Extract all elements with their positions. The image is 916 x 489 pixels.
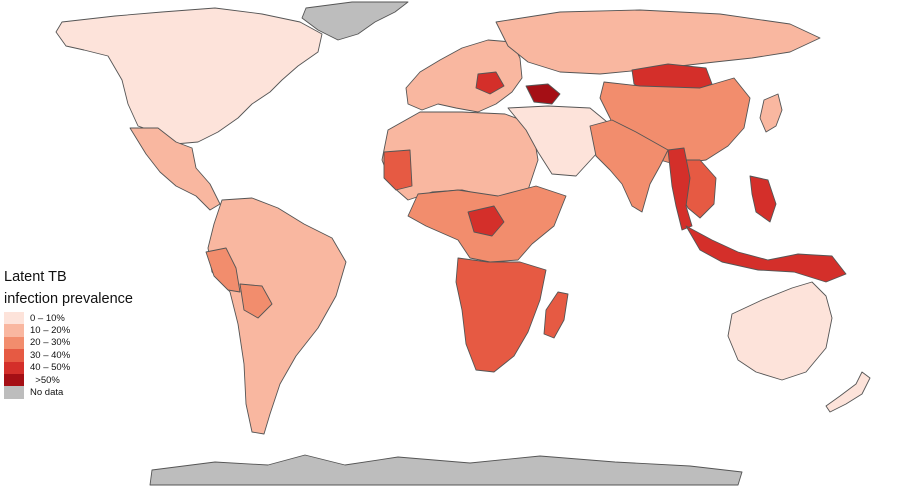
region-peru bbox=[205, 247, 241, 293]
region-mauritania bbox=[383, 149, 413, 191]
legend-item: 10 – 20% bbox=[4, 324, 133, 337]
legend-item: 30 – 40% bbox=[4, 349, 133, 362]
region-south-asia bbox=[589, 119, 669, 213]
legend-swatch bbox=[4, 324, 24, 337]
region-russia bbox=[495, 9, 821, 75]
region-mexico-and-central-america bbox=[129, 127, 221, 211]
legend-title-line-2: infection prevalence bbox=[4, 291, 133, 307]
legend-label: 40 – 50% bbox=[30, 362, 71, 374]
region-south-america bbox=[207, 197, 347, 435]
region-australia bbox=[727, 281, 833, 381]
legend-label: 0 – 10% bbox=[30, 312, 65, 324]
region-north-america bbox=[55, 7, 323, 145]
region-new-zealand bbox=[825, 371, 871, 413]
region-georgia bbox=[525, 83, 561, 105]
legend-label: No data bbox=[30, 387, 64, 399]
legend-label: 20 – 30% bbox=[30, 337, 71, 349]
legend-swatch bbox=[4, 361, 24, 374]
legend-items: 0 – 10% 10 – 20% 20 – 30% 30 – 40% 40 – … bbox=[4, 312, 133, 399]
legend-label: 30 – 40% bbox=[30, 349, 71, 361]
region-indonesia bbox=[685, 225, 847, 283]
region-philippines bbox=[749, 175, 777, 223]
legend-item: 20 – 30% bbox=[4, 336, 133, 350]
legend-swatch bbox=[4, 336, 24, 350]
legend-swatch bbox=[4, 312, 24, 325]
legend: Latent TB infection prevalence 0 – 10% 1… bbox=[4, 266, 133, 399]
region-bolivia bbox=[239, 283, 273, 319]
legend-swatch bbox=[4, 386, 24, 399]
region-romania bbox=[475, 71, 505, 95]
legend-item: No data bbox=[4, 386, 133, 399]
legend-item: 40 – 50% bbox=[4, 361, 133, 374]
region-madagascar bbox=[543, 291, 569, 339]
legend-swatch bbox=[4, 349, 24, 362]
legend-swatch bbox=[4, 373, 24, 387]
region-antarctica bbox=[149, 454, 743, 486]
region-central-african-republic bbox=[467, 205, 505, 237]
legend-title-line-1: Latent TB bbox=[4, 269, 67, 285]
legend-item: 0 – 10% bbox=[4, 312, 133, 325]
region-greenland bbox=[301, 1, 409, 41]
region-europe bbox=[405, 39, 523, 113]
region-myanmar-and-thailand bbox=[667, 147, 693, 231]
legend-label: 10 – 20% bbox=[30, 325, 71, 337]
map-regions bbox=[55, 1, 871, 486]
legend-item: >50% bbox=[4, 373, 133, 387]
legend-label: >50% bbox=[30, 374, 60, 386]
region-middle-east bbox=[507, 105, 613, 177]
region-japan bbox=[759, 93, 783, 133]
region-southern-africa bbox=[455, 257, 547, 373]
